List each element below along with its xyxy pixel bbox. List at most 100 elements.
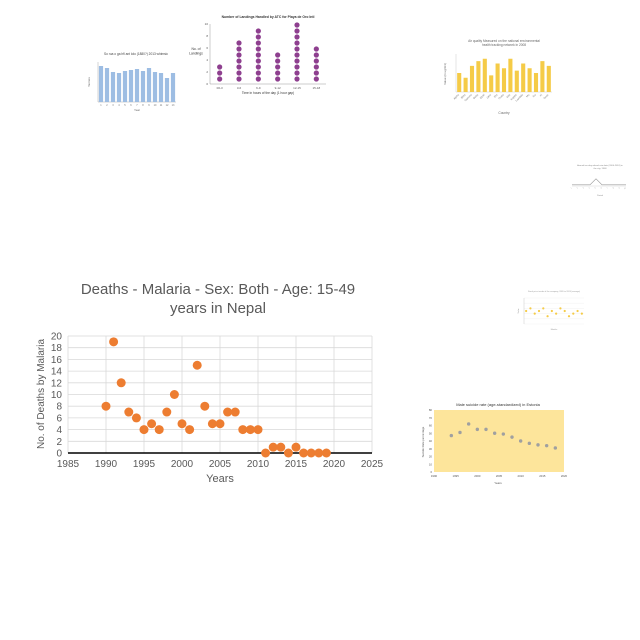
data-point: [131, 413, 141, 423]
x-tick-label: 2005: [209, 459, 232, 470]
data-point: [200, 401, 210, 411]
x-tick-label: 7: [607, 187, 609, 189]
bar: [98, 66, 104, 102]
bar: [514, 70, 519, 92]
x-tick-label: 1985: [57, 459, 80, 470]
dot: [255, 58, 261, 64]
y-tick-label: 2: [206, 70, 208, 74]
bar: [134, 69, 140, 102]
x-tick-label: Gamma: [463, 92, 473, 102]
data-point: [576, 309, 579, 313]
x-tick-label: 2: [106, 104, 108, 107]
dot: [294, 22, 300, 28]
bar: [457, 73, 462, 92]
bar: [546, 65, 551, 92]
data-point: [529, 307, 532, 310]
x-tick-label: 2005: [496, 474, 503, 478]
x-tick-label: 2000: [474, 474, 481, 478]
x-tick-label: 11: [160, 104, 163, 107]
data-point: [306, 448, 316, 458]
x-tick-label: Omic: [542, 92, 550, 100]
x-tick-label: 2000: [171, 459, 194, 470]
bar: [476, 61, 481, 92]
x-tick-label: Delta: [472, 92, 480, 100]
chart-small-scatter: Stock price trends of the company, 2020 …: [516, 288, 588, 334]
dot: [236, 76, 242, 82]
x-axis-label: Country: [498, 111, 510, 115]
dot: [255, 70, 261, 76]
x-tick-label: 1990: [431, 474, 438, 478]
x-tick-label: Theta: [497, 92, 505, 100]
x-axis-label: Year: [134, 108, 140, 112]
data-point: [283, 448, 293, 458]
data-point: [169, 390, 179, 399]
x-tick-label: Eta: [493, 92, 499, 98]
dot: [236, 70, 242, 76]
data-point: [192, 360, 202, 370]
data-point: [185, 425, 195, 435]
dot: [255, 28, 261, 34]
dot: [294, 76, 300, 82]
dot: [294, 52, 300, 58]
bar: [533, 73, 539, 92]
y-axis-label: Value (in ug/m3): [443, 63, 447, 85]
chart-title: Male suicide rate (age-standardized) in …: [456, 402, 540, 407]
bar: [104, 68, 110, 102]
x-tick-label: 12-15: [293, 86, 301, 90]
x-tick-label: Mu: [525, 92, 531, 98]
data-point: [510, 435, 514, 439]
chart-air-quality-svg: Air quality Measured on the national env…: [443, 39, 552, 115]
chart-malaria-svg: Deaths - Malaria - Sex: Both - Age: 15-4…: [36, 281, 384, 485]
x-tick-label: 3: [112, 104, 114, 107]
data-point: [580, 312, 583, 315]
y-tick-label: 18: [51, 343, 63, 354]
data-point: [314, 448, 324, 458]
y-tick-label: 0: [56, 449, 62, 460]
x-tick-label: 2015: [539, 474, 546, 478]
chart-title-line: Number of Landings Handled by ATC for Pl…: [222, 15, 315, 19]
data-point: [230, 407, 240, 417]
bar: [495, 63, 500, 92]
x-axis-label: Time in hours of the day (1 hour gap): [242, 91, 294, 95]
y-tick-label: 4: [56, 425, 62, 436]
data-point: [553, 446, 558, 450]
x-tick-label: 00-3: [217, 86, 223, 90]
data-point: [555, 312, 558, 315]
x-tick-label: Lambda: [514, 92, 524, 102]
x-tick-label: 1: [100, 104, 102, 107]
data-point: [177, 419, 187, 429]
dot: [275, 76, 281, 82]
data-point: [154, 425, 164, 435]
data-point: [546, 315, 549, 318]
y-tick-label: 20: [51, 332, 63, 343]
x-tick-label: Iota: [505, 92, 511, 98]
x-tick-label: 2: [577, 187, 579, 189]
data-point: [162, 407, 172, 417]
x-tick-label: 2025: [361, 459, 384, 470]
y-tick-label: 40: [429, 439, 433, 443]
data-point: [492, 431, 497, 435]
dot: [275, 64, 281, 70]
bar: [501, 68, 507, 92]
chart-title-line: health tracking network in 2008: [482, 43, 526, 47]
dot: [275, 52, 281, 58]
dot: [217, 64, 223, 70]
x-tick-label: 10: [624, 187, 627, 190]
chart-title-line: Stock price trends of the company, 2020 …: [528, 290, 580, 293]
x-tick-label: 4: [118, 104, 120, 107]
x-tick-label: Xi: [539, 93, 544, 98]
data-point: [567, 315, 571, 318]
x-tick-label: 4: [589, 187, 591, 189]
dot: [255, 46, 261, 52]
y-axis-label: Suicide Rate percentage: [421, 426, 425, 457]
data-point: [207, 419, 217, 429]
chart-air-quality: Air quality Measured on the national env…: [440, 36, 558, 118]
x-tick-label: 6: [130, 104, 132, 107]
plot-background: [434, 410, 564, 472]
data-point: [533, 312, 536, 315]
bar: [164, 78, 170, 102]
dot: [275, 58, 281, 64]
y-axis-label-line: No. of: [191, 47, 200, 51]
x-axis-label: Period: [597, 195, 603, 197]
y-tick-label: 0: [206, 82, 208, 86]
